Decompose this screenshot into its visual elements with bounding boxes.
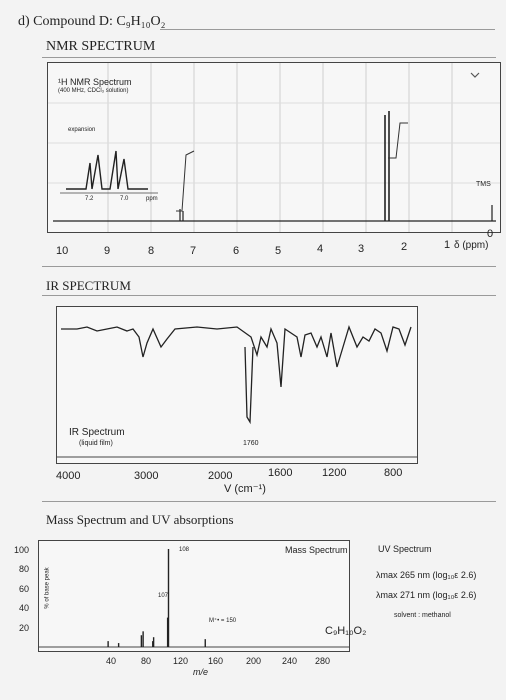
nmr-tick-10: 10 (56, 245, 69, 257)
nmr-tick-0: 0 (487, 228, 494, 240)
ir-tick-1600: 1600 (268, 467, 293, 479)
ms-xtick-280: 280 (315, 656, 331, 666)
ms-molecular-ion: M⁺• = 150 (209, 618, 237, 624)
nmr-tick-3: 3 (358, 243, 365, 255)
nmr-inset-tick-72: 7.2 (85, 196, 94, 202)
nmr-spectrum-panel: ¹H NMR Spectrum (400 MHz, CDCl₃ solution… (47, 62, 501, 233)
ms-ytick-80: 80 (19, 564, 30, 574)
ms-ytick-40: 40 (19, 603, 30, 613)
ir-plot (57, 325, 417, 458)
ir-section-title: IR SPECTRUM (46, 278, 131, 293)
chevron-down-icon (470, 72, 480, 78)
ir-tick-2000: 2000 (208, 470, 233, 482)
nmr-tick-4: 4 (317, 243, 324, 255)
nmr-integral-1 (388, 122, 408, 159)
ms-title: Mass Spectrum (285, 545, 348, 555)
nmr-inset-tick-ppm: ppm (146, 196, 158, 202)
nmr-expansion-inset (60, 150, 158, 194)
nmr-inset-tick-70: 7.0 (120, 196, 129, 202)
ir-axis: 4000 3000 2000 1600 1200 800 V (cm⁻¹) (56, 462, 416, 498)
ir-conditions: (liquid film) (79, 440, 113, 447)
uv-solvent: solvent : methanol (394, 612, 451, 619)
ms-plot (39, 549, 349, 648)
nmr-section-rule (42, 57, 496, 58)
ir-peak-label: 1760 (243, 440, 259, 447)
ms-xtick-80: 80 (141, 656, 152, 666)
ms-ytick-100: 100 (14, 545, 30, 555)
ms-xtick-200: 200 (246, 656, 262, 666)
nmr-axis: 10 9 8 7 6 5 4 3 2 1 0 δ (ppm) (0, 228, 506, 262)
ir-tick-1200: 1200 (322, 467, 347, 479)
nmr-expansion-label: expansion (68, 127, 96, 133)
ms-xlabel: m/e (193, 667, 209, 677)
nmr-tick-7: 7 (190, 245, 197, 257)
ir-tick-3000: 3000 (134, 470, 159, 482)
ir-trace (61, 325, 412, 388)
ms-ylabel: % of base peak (44, 567, 51, 609)
nmr-section-title: NMR SPECTRUM (46, 39, 156, 54)
nmr-tick-6: 6 (233, 245, 240, 257)
ms-ytick-20: 20 (19, 623, 30, 633)
nmr-tick-2: 2 (401, 241, 408, 253)
ir-tick-800: 800 (384, 467, 403, 479)
nmr-axis-unit: δ (ppm) (454, 240, 489, 251)
ms-section-title: Mass Spectrum and UV absorptions (46, 512, 234, 527)
ms-xtick-40: 40 (106, 656, 117, 666)
uv-title: UV Spectrum (378, 544, 432, 554)
nmr-tick-8: 8 (148, 245, 155, 257)
ms-peak-label-107: 107 (158, 593, 169, 599)
part-rule (160, 29, 495, 30)
nmr-title: ¹H NMR Spectrum (58, 77, 132, 87)
nmr-plot (48, 63, 500, 232)
ir-spectrum-panel: IR Spectrum (liquid film) 1760 (56, 306, 418, 464)
ms-ytick-60: 60 (19, 584, 30, 594)
uv-line-1: λmax 265 nm (log₁₀ε 2.6) (376, 570, 477, 580)
nmr-bottom-rule (42, 266, 496, 267)
part-title: d) Compound D: C₉H₁₀O₂ (18, 14, 166, 29)
uv-line-2: λmax 271 nm (log₁₀ε 2.6) (376, 590, 477, 600)
nmr-conditions: (400 MHz, CDCl₃ solution) (58, 88, 129, 94)
nmr-tick-1: 1 (444, 239, 451, 251)
nmr-integral-aromatic (176, 150, 195, 212)
ms-xtick-120: 120 (173, 656, 189, 666)
ir-bottom-rule (42, 501, 496, 502)
ms-xtick-240: 240 (282, 656, 298, 666)
ir-title: IR Spectrum (69, 427, 125, 438)
mass-spectrum-panel: Mass Spectrum 108 107 M⁺• = 150 C₉H₁₀O₂ … (38, 540, 366, 652)
ir-axis-unit: V (cm⁻¹) (224, 483, 266, 495)
ms-peak-label-108: 108 (179, 547, 190, 553)
ir-section-rule (42, 295, 496, 296)
ms-formula: C₉H₁₀O₂ (325, 625, 367, 637)
nmr-tick-5: 5 (275, 245, 282, 257)
nmr-tms-label: TMS (476, 181, 491, 188)
nmr-tick-9: 9 (104, 245, 111, 257)
ir-band-1760 (244, 346, 254, 425)
ir-tick-4000: 4000 (56, 470, 81, 482)
ms-xtick-160: 160 (208, 656, 224, 666)
